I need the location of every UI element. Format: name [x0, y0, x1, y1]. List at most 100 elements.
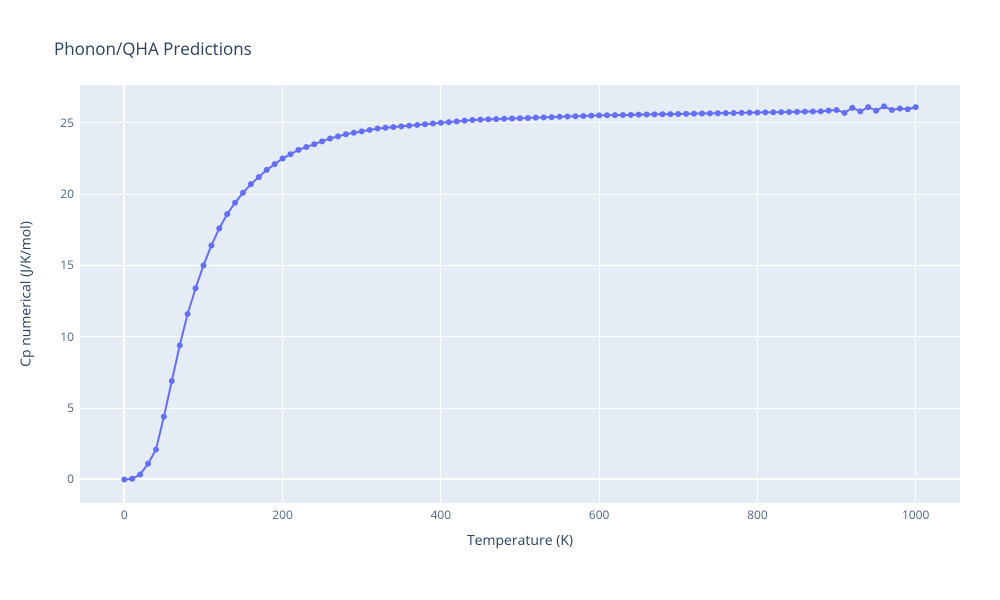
- data-point[interactable]: [446, 119, 452, 125]
- data-point[interactable]: [596, 112, 602, 118]
- data-point[interactable]: [913, 104, 919, 110]
- data-point[interactable]: [549, 114, 555, 120]
- data-point[interactable]: [580, 113, 586, 119]
- data-point[interactable]: [810, 109, 816, 115]
- data-point[interactable]: [525, 115, 531, 121]
- data-point[interactable]: [533, 115, 539, 121]
- data-point[interactable]: [193, 285, 199, 291]
- data-point[interactable]: [865, 104, 871, 110]
- data-point[interactable]: [770, 109, 776, 115]
- data-point[interactable]: [224, 211, 230, 217]
- data-point[interactable]: [422, 121, 428, 127]
- data-point[interactable]: [802, 109, 808, 115]
- data-point[interactable]: [604, 112, 610, 118]
- data-point[interactable]: [517, 115, 523, 121]
- data-point[interactable]: [667, 111, 673, 117]
- data-point[interactable]: [731, 110, 737, 116]
- data-point[interactable]: [319, 138, 325, 144]
- data-point[interactable]: [794, 109, 800, 115]
- data-point[interactable]: [659, 111, 665, 117]
- data-point[interactable]: [889, 107, 895, 113]
- data-point[interactable]: [382, 125, 388, 131]
- data-point[interactable]: [454, 118, 460, 124]
- data-point[interactable]: [137, 471, 143, 477]
- data-point[interactable]: [232, 200, 238, 206]
- data-point[interactable]: [208, 242, 214, 248]
- data-point[interactable]: [240, 190, 246, 196]
- data-point[interactable]: [430, 121, 436, 127]
- data-point[interactable]: [841, 110, 847, 116]
- data-point[interactable]: [351, 130, 357, 136]
- data-point[interactable]: [493, 116, 499, 122]
- data-point[interactable]: [691, 111, 697, 117]
- data-point[interactable]: [873, 108, 879, 114]
- data-point[interactable]: [675, 111, 681, 117]
- data-point[interactable]: [177, 342, 183, 348]
- data-point[interactable]: [169, 378, 175, 384]
- data-point[interactable]: [470, 117, 476, 123]
- data-point[interactable]: [185, 311, 191, 317]
- data-point[interactable]: [778, 109, 784, 115]
- data-point[interactable]: [715, 110, 721, 116]
- data-point[interactable]: [272, 161, 278, 167]
- data-point[interactable]: [121, 476, 127, 482]
- data-point[interactable]: [881, 103, 887, 109]
- data-point[interactable]: [683, 111, 689, 117]
- data-point[interactable]: [153, 447, 159, 453]
- data-point[interactable]: [216, 225, 222, 231]
- data-point[interactable]: [264, 167, 270, 173]
- data-point[interactable]: [636, 112, 642, 118]
- data-point[interactable]: [723, 110, 729, 116]
- data-point[interactable]: [200, 262, 206, 268]
- data-point[interactable]: [644, 112, 650, 118]
- data-point[interactable]: [359, 128, 365, 134]
- data-point[interactable]: [754, 110, 760, 116]
- data-point[interactable]: [327, 136, 333, 142]
- data-point[interactable]: [786, 109, 792, 115]
- data-point[interactable]: [834, 107, 840, 113]
- data-point[interactable]: [826, 108, 832, 114]
- data-point[interactable]: [707, 110, 713, 116]
- data-point[interactable]: [256, 174, 262, 180]
- data-point[interactable]: [628, 112, 634, 118]
- data-point[interactable]: [564, 114, 570, 120]
- data-point[interactable]: [367, 127, 373, 133]
- data-point[interactable]: [335, 133, 341, 139]
- data-point[interactable]: [438, 120, 444, 126]
- data-point[interactable]: [509, 116, 515, 122]
- data-point[interactable]: [541, 114, 547, 120]
- data-point[interactable]: [343, 131, 349, 137]
- data-point[interactable]: [398, 123, 404, 129]
- data-point[interactable]: [485, 116, 491, 122]
- data-point[interactable]: [905, 106, 911, 112]
- data-point[interactable]: [303, 144, 309, 150]
- data-point[interactable]: [652, 111, 658, 117]
- plot-area[interactable]: [80, 85, 960, 503]
- data-point[interactable]: [129, 476, 135, 482]
- data-point[interactable]: [311, 141, 317, 147]
- series-line[interactable]: [124, 106, 915, 479]
- data-point[interactable]: [762, 109, 768, 115]
- data-point[interactable]: [739, 110, 745, 116]
- data-point[interactable]: [295, 147, 301, 153]
- data-point[interactable]: [145, 461, 151, 467]
- data-point[interactable]: [620, 112, 626, 118]
- data-point[interactable]: [897, 106, 903, 112]
- data-point[interactable]: [857, 108, 863, 114]
- data-point[interactable]: [612, 112, 618, 118]
- data-point[interactable]: [588, 113, 594, 119]
- data-point[interactable]: [572, 113, 578, 119]
- data-point[interactable]: [699, 111, 705, 117]
- data-point[interactable]: [747, 110, 753, 116]
- data-series[interactable]: [80, 85, 960, 503]
- data-point[interactable]: [557, 114, 563, 120]
- data-point[interactable]: [288, 151, 294, 157]
- data-point[interactable]: [406, 123, 412, 129]
- data-point[interactable]: [248, 181, 254, 187]
- data-point[interactable]: [161, 414, 167, 420]
- data-point[interactable]: [849, 105, 855, 111]
- data-point[interactable]: [375, 126, 381, 132]
- data-point[interactable]: [390, 124, 396, 130]
- data-point[interactable]: [501, 116, 507, 122]
- data-point[interactable]: [477, 117, 483, 123]
